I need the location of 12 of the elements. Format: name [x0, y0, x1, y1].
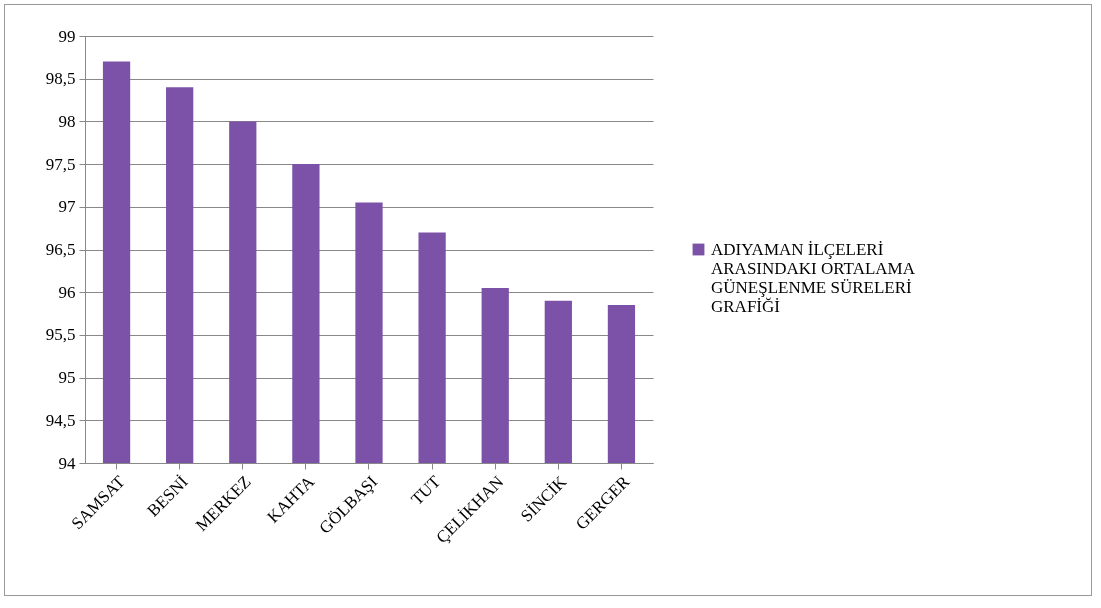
- y-tick-label: 97,5: [45, 154, 76, 174]
- y-tick-label: 99: [58, 26, 76, 46]
- y-tick-label: 97: [58, 197, 76, 217]
- y-tick-label: 94,5: [45, 410, 76, 430]
- y-tick-label: 94: [58, 453, 76, 473]
- y-tick-label: 96,5: [45, 240, 76, 259]
- y-tick-label: 95: [58, 368, 76, 388]
- y-tick-label: 98: [58, 111, 76, 131]
- y-tick-label: 95,5: [45, 325, 76, 345]
- y-tick-label: 98,5: [45, 69, 76, 89]
- y-tick-label: 96: [58, 282, 76, 302]
- legend-label: ADIYAMAN İLÇELERİ ARASINDAKI ORTALAMA GÜNEŞLENME SÜRELERİ GRAFİĞİ: [711, 239, 916, 316]
